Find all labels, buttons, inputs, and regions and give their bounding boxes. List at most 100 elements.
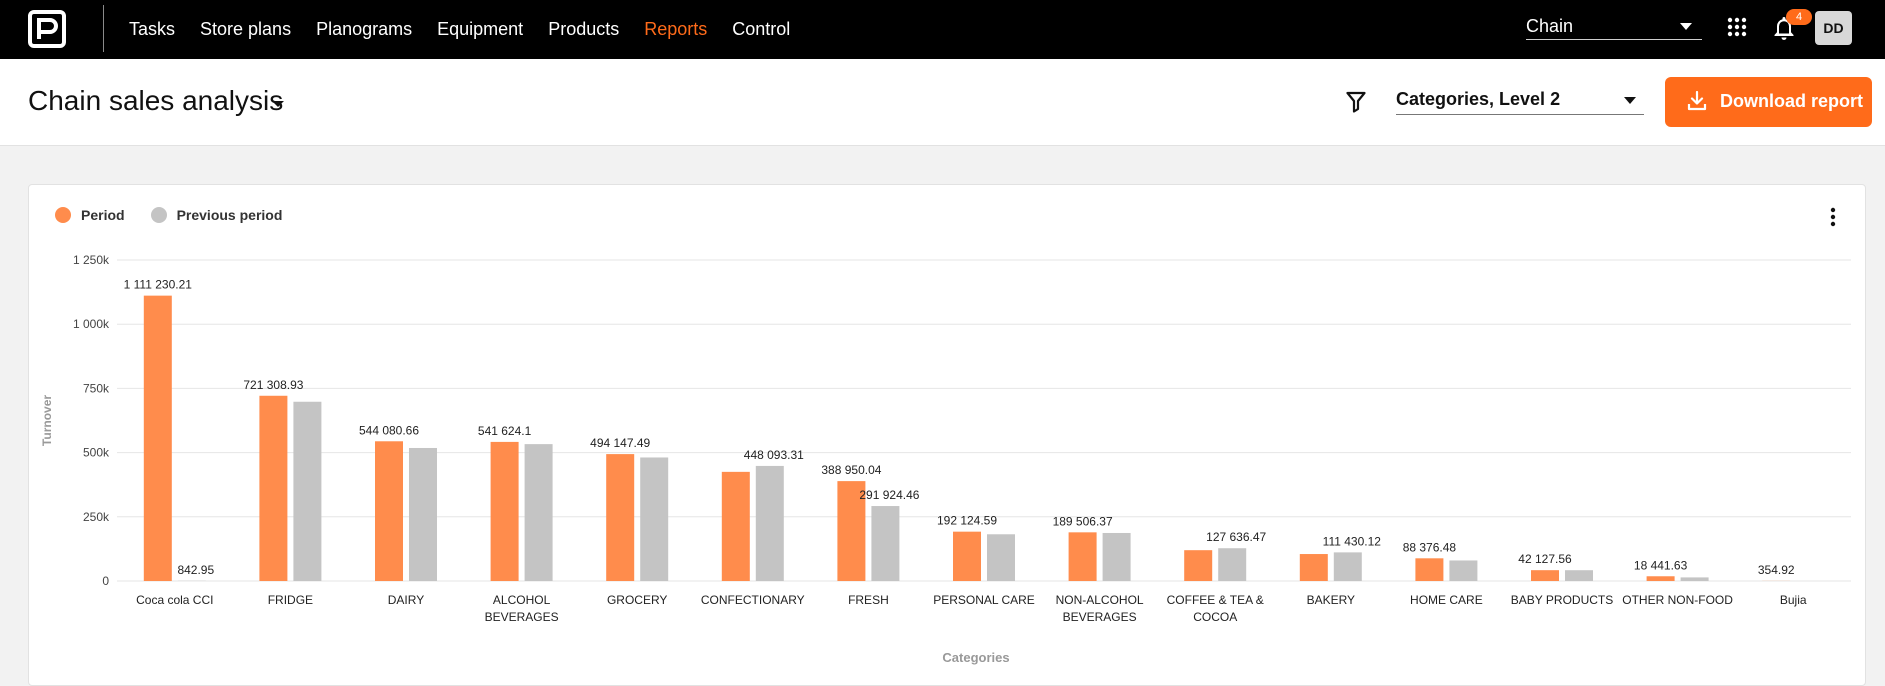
bar-previous-period-non-alcohol-beverages[interactable] xyxy=(1102,532,1131,581)
data-label: 388 950.04 xyxy=(821,463,881,477)
y-tick-label: 1 250k xyxy=(73,253,110,267)
nav-products[interactable]: Products xyxy=(548,19,620,39)
bar-period-coca-cola-cci[interactable] xyxy=(143,295,172,581)
notification-badge: 4 xyxy=(1786,9,1812,25)
bar-chart: 0 250k 500k 750k 1 000k 1 250k Turnover 1 111 2… xyxy=(40,253,1851,665)
data-label: 111 430.12 xyxy=(1323,534,1382,548)
data-label: 127 636.47 xyxy=(1206,530,1266,544)
bar-previous-period-bakery[interactable] xyxy=(1333,552,1362,581)
page-header: Chain sales analysis Categories, Level 2… xyxy=(0,59,1885,146)
nav-tasks[interactable]: Tasks xyxy=(129,19,176,39)
x-tick-label: COCOA xyxy=(1193,610,1237,624)
bar-period-personal-care[interactable] xyxy=(953,531,981,581)
caret-down-icon xyxy=(1680,23,1692,30)
bar-previous-period-fresh[interactable] xyxy=(871,506,900,581)
legend-label-period: Period xyxy=(81,207,125,223)
top-navigation-bar: Tasks Store plans Planograms Equipment P… xyxy=(0,0,1885,59)
data-label: 291 924.46 xyxy=(859,488,919,502)
y-tick-label: 250k xyxy=(83,510,110,524)
data-label: 842.95 xyxy=(177,563,214,577)
bar-previous-period-confectionary[interactable] xyxy=(755,465,784,581)
page-title[interactable]: Chain sales analysis xyxy=(28,85,284,116)
x-tick-label: BAKERY xyxy=(1307,593,1355,607)
bar-period-other-non-food[interactable] xyxy=(1646,576,1675,581)
bar-period-confectionary[interactable] xyxy=(721,471,750,581)
bar-period-non-alcohol-beverages[interactable] xyxy=(1068,532,1097,581)
category-level-value: Categories, Level 2 xyxy=(1396,89,1561,109)
nav-equipment[interactable]: Equipment xyxy=(437,19,524,39)
data-label: 544 080.66 xyxy=(359,423,419,437)
download-report-label: Download report xyxy=(1720,91,1863,111)
legend-item-previous-period[interactable]: Previous period xyxy=(150,207,283,223)
data-label: 1 111 230.21 xyxy=(124,278,193,292)
bar-previous-period-coffee-tea-cocoa[interactable] xyxy=(1218,548,1247,581)
x-tick-label: PERSONAL CARE xyxy=(933,593,1035,607)
bar-previous-period-fridge[interactable] xyxy=(293,401,322,581)
x-tick-label: FRESH xyxy=(848,593,889,607)
x-tick-label: FRIDGE xyxy=(268,593,313,607)
data-label: 88 376.48 xyxy=(1403,540,1457,554)
bar-previous-period-grocery[interactable] xyxy=(640,457,669,581)
bar-previous-period-personal-care[interactable] xyxy=(987,534,1015,581)
avatar[interactable]: DD xyxy=(1815,11,1852,45)
bar-previous-period-baby-products[interactable] xyxy=(1565,570,1593,581)
legend-dot-period xyxy=(55,207,71,223)
data-label: 189 506.37 xyxy=(1053,514,1113,528)
nav-reports[interactable]: Reports xyxy=(644,19,708,39)
download-icon xyxy=(1687,91,1707,111)
download-report-button[interactable]: Download report xyxy=(1665,77,1872,127)
bar-previous-period-dairy[interactable] xyxy=(409,447,437,581)
more-vert-icon[interactable] xyxy=(1830,207,1836,227)
chain-select-value: Chain xyxy=(1526,16,1574,36)
caret-down-icon xyxy=(1624,97,1636,104)
data-label: 354.92 xyxy=(1758,563,1795,577)
data-label: 42 127.56 xyxy=(1518,552,1572,566)
bar-period-baby-products[interactable] xyxy=(1531,570,1559,581)
nav-control[interactable]: Control xyxy=(732,19,791,39)
x-tick-label: DAIRY xyxy=(388,593,424,607)
bar-period-home-care[interactable] xyxy=(1415,558,1444,581)
legend-label-previous-period: Previous period xyxy=(176,207,283,223)
data-label: 448 093.31 xyxy=(744,448,804,462)
bar-period-fridge[interactable] xyxy=(259,395,288,581)
bar-period-alcohol-beverages[interactable] xyxy=(490,441,519,581)
data-label: 192 124.59 xyxy=(937,514,997,528)
caret-down-icon[interactable] xyxy=(272,101,284,107)
apps-grid-icon[interactable] xyxy=(1727,17,1747,37)
x-tick-label: BEVERAGES xyxy=(485,610,559,624)
data-label: 18 441.63 xyxy=(1634,558,1688,572)
bar-previous-period-other-non-food[interactable] xyxy=(1680,577,1709,581)
bar-previous-period-alcohol-beverages[interactable] xyxy=(524,444,553,581)
legend-item-period[interactable]: Period xyxy=(55,207,125,223)
bar-period-fresh[interactable] xyxy=(837,481,866,581)
filter-icon[interactable] xyxy=(1346,91,1366,113)
x-tick-label: BABY PRODUCTS xyxy=(1511,593,1613,607)
nav-store-plans[interactable]: Store plans xyxy=(200,19,292,39)
bar-period-grocery[interactable] xyxy=(606,454,635,581)
chart-card: Period Previous period 0 250k 500k 750k 1 00… xyxy=(28,184,1866,686)
x-tick-label: HOME CARE xyxy=(1410,593,1483,607)
bar-period-coffee-tea-cocoa[interactable] xyxy=(1184,550,1213,581)
x-tick-label: OTHER NON-FOOD xyxy=(1622,593,1733,607)
bar-previous-period-home-care[interactable] xyxy=(1449,560,1478,581)
category-level-select[interactable]: Categories, Level 2 xyxy=(1396,87,1644,115)
bar-period-bakery[interactable] xyxy=(1299,554,1328,581)
chart-legend: Period Previous period xyxy=(55,207,308,223)
chain-select[interactable]: Chain xyxy=(1526,15,1702,40)
legend-dot-previous-period xyxy=(150,207,167,223)
x-tick-label: ALCOHOL xyxy=(493,593,551,607)
y-tick-label: 1 000k xyxy=(73,317,110,331)
main-nav: Tasks Store plans Planograms Equipment P… xyxy=(129,0,815,59)
y-axis-title: Turnover xyxy=(40,395,54,446)
y-tick-label: 750k xyxy=(83,381,110,395)
bar-period-dairy[interactable] xyxy=(375,441,403,581)
x-tick-label: CONFECTIONARY xyxy=(701,593,805,607)
x-tick-label: Coca cola CCI xyxy=(136,593,213,607)
logo-icon[interactable] xyxy=(28,10,66,48)
x-tick-label: Bujia xyxy=(1780,593,1807,607)
data-label: 494 147.49 xyxy=(590,436,650,450)
x-tick-label: GROCERY xyxy=(607,593,667,607)
nav-planograms[interactable]: Planograms xyxy=(316,19,413,39)
x-axis-title: Categories xyxy=(942,650,1009,665)
x-tick-label: NON-ALCOHOL xyxy=(1056,593,1144,607)
